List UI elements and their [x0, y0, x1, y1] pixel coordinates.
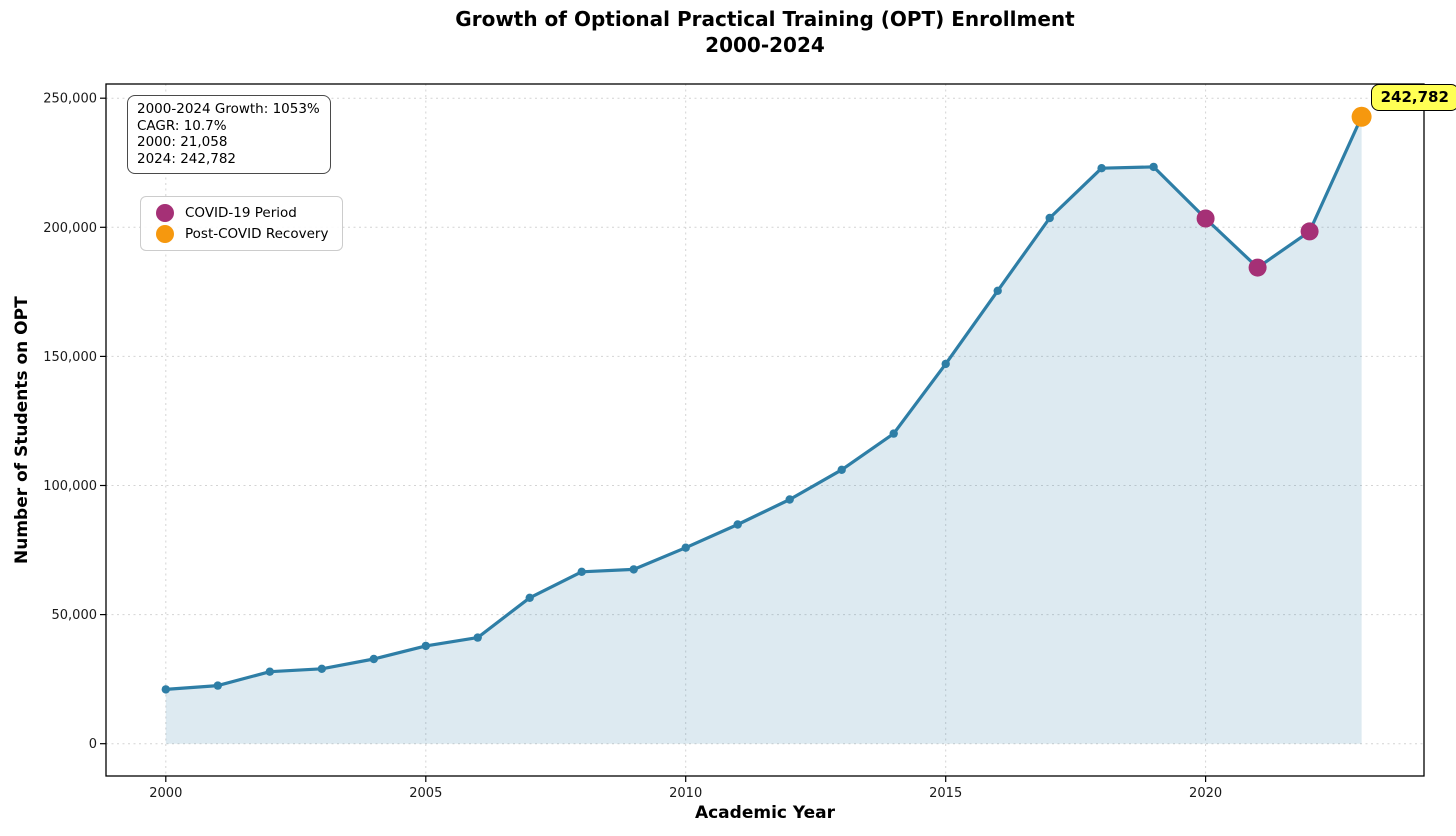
legend-label-recovery: Post-COVID Recovery: [185, 225, 329, 242]
y-tick-label: 250,000: [43, 92, 97, 107]
data-point: [265, 667, 274, 676]
stats-line-2000: 2000: 21,058: [137, 134, 228, 150]
legend-label-covid: COVID-19 Period: [185, 204, 297, 221]
x-axis-label: Academic Year: [694, 803, 836, 823]
legend: COVID-19 Period Post-COVID Recovery: [140, 196, 344, 251]
chart-title: Growth of Optional Practical Training (O…: [106, 6, 1424, 58]
data-point: [369, 654, 378, 664]
recovery-data-point: [1351, 106, 1372, 127]
data-point: [161, 685, 170, 694]
data-point: [785, 495, 794, 504]
data-point: [473, 633, 482, 642]
annotation-box: 242,782: [1370, 83, 1456, 111]
data-point: [837, 465, 846, 474]
y-tick-label: 0: [89, 737, 97, 752]
y-tick-label: 100,000: [43, 479, 97, 494]
covid-marker-icon: [156, 203, 174, 222]
covid-data-point: [1300, 222, 1319, 241]
stats-box: 2000-2024 Growth: 1053% CAGR: 10.7% 2000…: [127, 95, 331, 174]
area-fill: [165, 116, 1362, 744]
y-tick-label: 150,000: [43, 350, 97, 365]
data-point: [317, 664, 326, 673]
trend-line: [164, 115, 1364, 692]
data-point: [1097, 164, 1106, 173]
data-point: [421, 641, 430, 651]
data-point: [525, 593, 534, 602]
data-point: [733, 520, 742, 529]
x-tick-label: 2005: [409, 786, 442, 801]
data-point: [213, 681, 222, 690]
y-tick-label: 200,000: [43, 221, 97, 236]
data-point: [993, 286, 1002, 295]
y-axis-label: Number of Students on OPT: [12, 296, 32, 564]
x-tick-label: 2010: [669, 786, 702, 801]
data-point: [1149, 162, 1158, 172]
x-tick-label: 2015: [929, 786, 962, 801]
data-point: [681, 543, 690, 552]
x-tick-label: 2020: [1189, 786, 1222, 801]
x-tick-label: 2000: [149, 786, 182, 801]
stats-line-growth: 2000-2024 Growth: 1053%: [137, 101, 320, 117]
legend-item-recovery: Post-COVID Recovery: [156, 223, 328, 244]
chart-title-line2: 2000-2024: [705, 33, 825, 57]
data-point: [1045, 213, 1054, 223]
recovery-marker-icon: [156, 224, 174, 243]
data-point: [889, 429, 898, 438]
y-tick-label: 50,000: [52, 608, 98, 623]
stats-line-cagr: CAGR: 10.7%: [137, 117, 227, 134]
axis-frame: [105, 83, 1425, 777]
data-point: [629, 565, 638, 574]
chart-title-line1: Growth of Optional Practical Training (O…: [455, 7, 1075, 31]
stats-line-2024: 2024: 242,782: [137, 150, 237, 167]
covid-data-point: [1248, 258, 1267, 277]
covid-data-point: [1196, 209, 1215, 228]
data-point: [577, 567, 586, 576]
data-point: [941, 359, 950, 369]
legend-item-covid: COVID-19 Period: [156, 202, 328, 223]
